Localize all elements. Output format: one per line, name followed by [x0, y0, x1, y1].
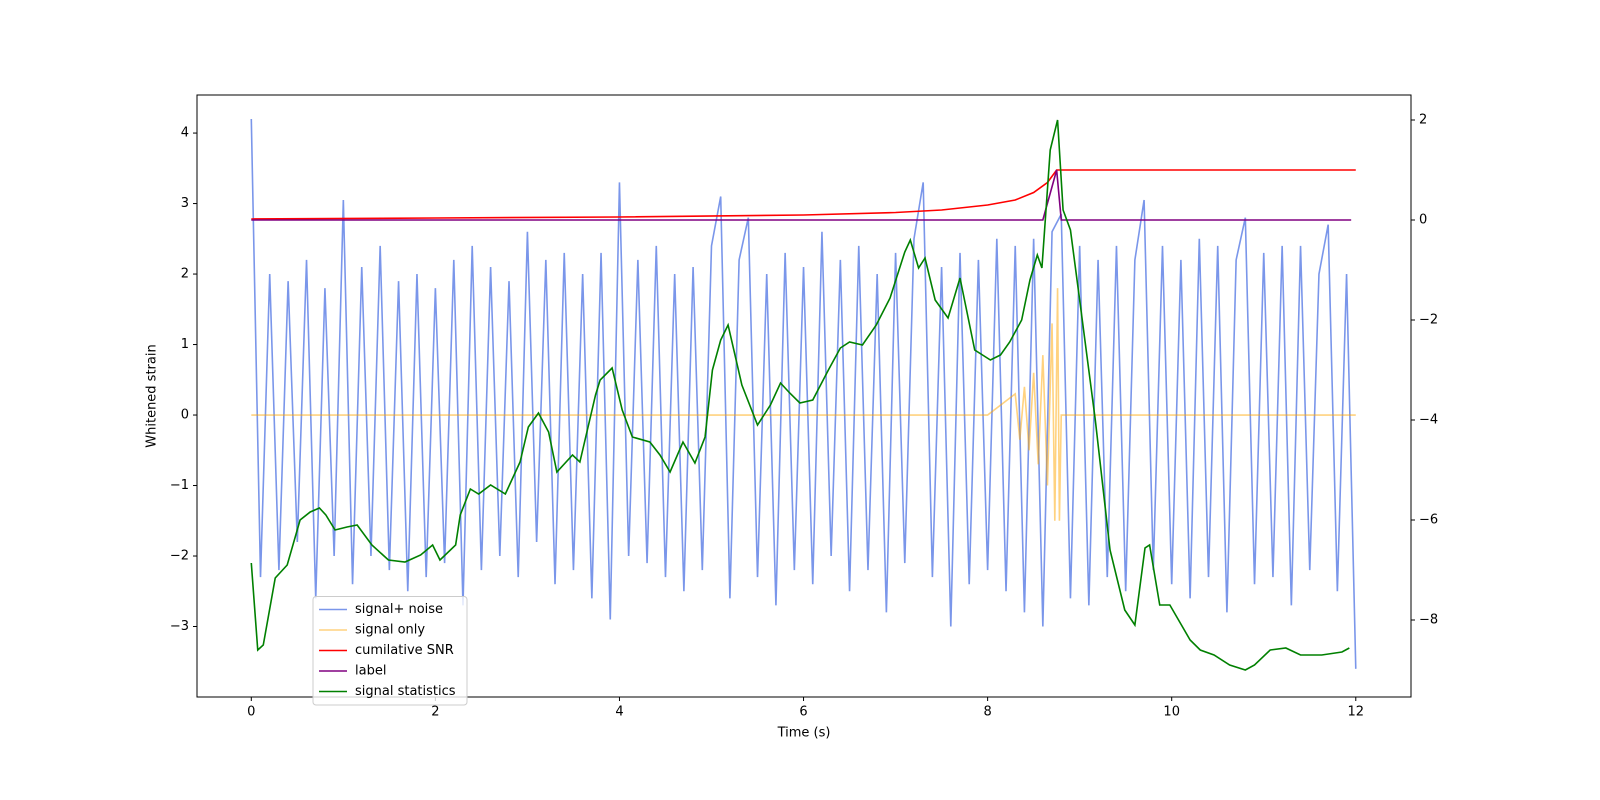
x-tick-label: 4	[615, 705, 623, 720]
y2-tick-label: −4	[1419, 413, 1438, 428]
y2-tick-label: −6	[1419, 513, 1438, 528]
legend-box	[312, 596, 468, 706]
y-tick-label: −3	[170, 619, 189, 634]
y-tick-label: 4	[181, 126, 189, 141]
y-tick-label: −1	[170, 478, 189, 493]
x-axis-label: Time (s)	[777, 726, 831, 741]
y-tick-label: 1	[181, 337, 189, 352]
y2-tick-label: −8	[1419, 613, 1438, 628]
legend-label: signal statistics	[355, 684, 456, 699]
y-tick-label: 0	[181, 408, 189, 423]
x-tick-label: 10	[1163, 705, 1180, 720]
series-line	[251, 169, 1352, 221]
series-line	[250, 119, 1350, 671]
y-tick-label: −2	[170, 549, 189, 564]
legend-label: signal+ noise	[355, 602, 443, 617]
legend-label: signal only	[355, 623, 425, 638]
y-tick-label: 3	[181, 196, 189, 211]
y2-tick-label: −2	[1419, 313, 1438, 328]
y2-tick-label: 2	[1419, 113, 1427, 128]
x-tick-label: 8	[983, 705, 991, 720]
x-tick-label: 6	[799, 705, 807, 720]
legend-label: label	[355, 664, 386, 679]
series-line	[251, 169, 1356, 220]
legend-label: cumilative SNR	[355, 643, 454, 658]
y-axis-label: Whitened strain	[145, 344, 160, 447]
x-tick-label: 12	[1348, 705, 1365, 720]
x-tick-label: 0	[247, 705, 255, 720]
plot-frame	[196, 94, 1412, 698]
x-tick-label: 2	[431, 705, 439, 720]
series-line	[250, 118, 1357, 669]
series-line	[251, 288, 1356, 521]
y-tick-label: 2	[181, 267, 189, 282]
y2-tick-label: 0	[1419, 213, 1427, 228]
